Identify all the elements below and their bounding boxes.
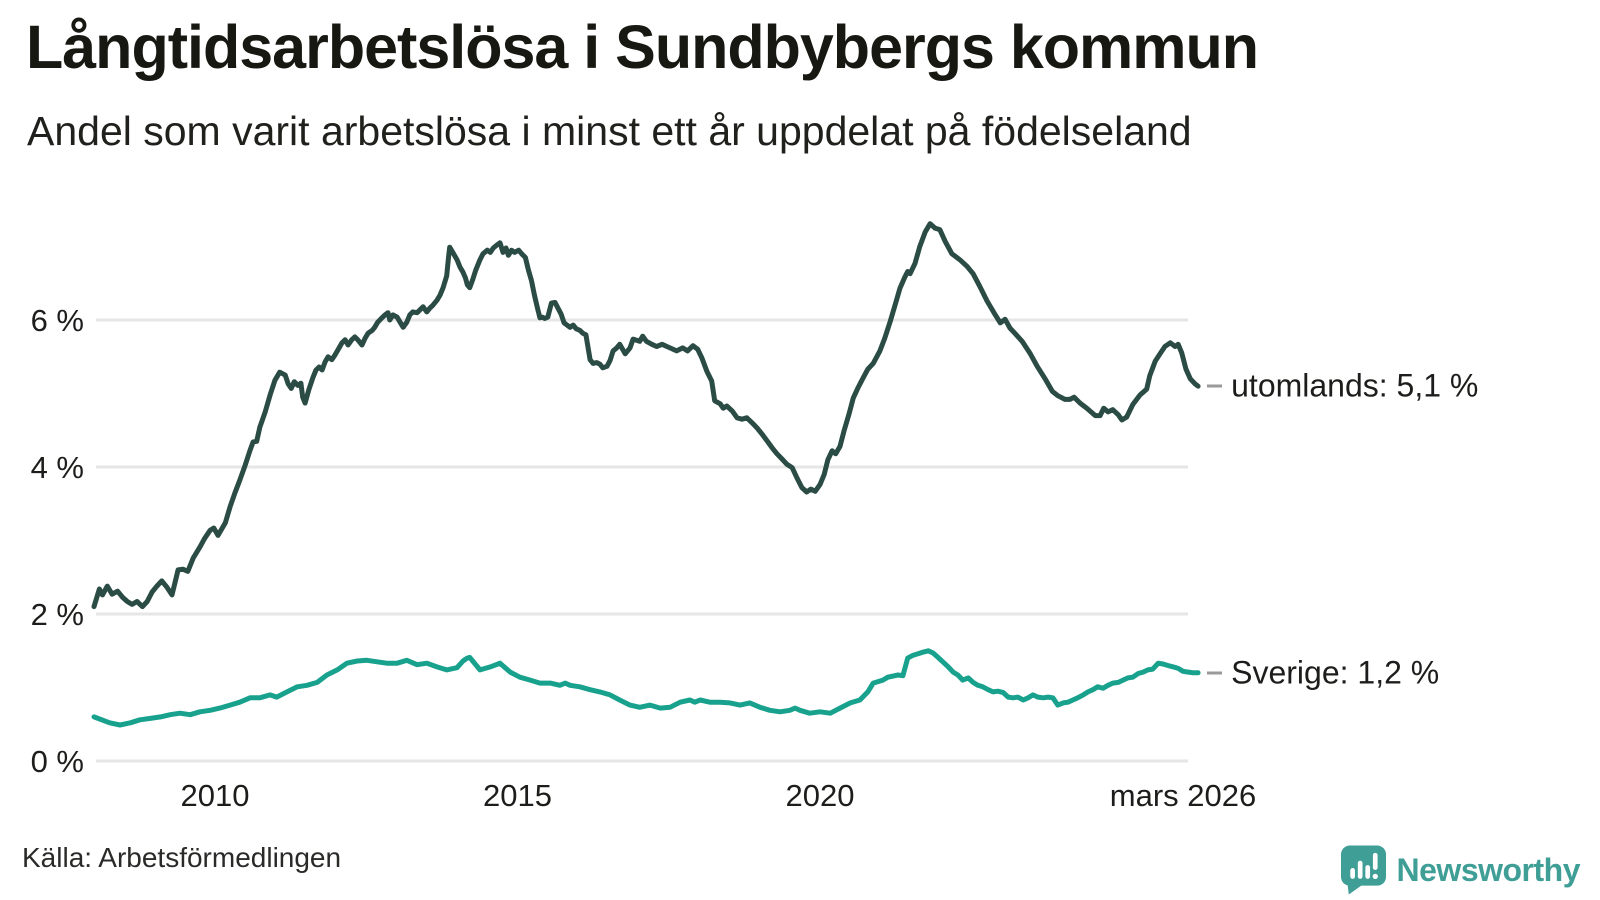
series-end-label-text: utomlands: 5,1 % [1231, 367, 1479, 404]
y-tick-label: 4 % [31, 450, 84, 485]
label-connector-dash [1207, 671, 1223, 675]
x-tick-label: 2020 [786, 778, 855, 813]
series-end-label-utomlands: utomlands: 5,1 % [1207, 368, 1478, 405]
x-tick-label: mars 2026 [1110, 778, 1256, 813]
y-tick-label: 6 % [31, 303, 84, 338]
label-connector-dash [1207, 384, 1223, 388]
y-tick-label: 2 % [31, 597, 84, 632]
series-line-Sverige [91, 648, 1201, 728]
chart-subtitle: Andel som varit arbetslösa i minst ett å… [27, 108, 1192, 154]
series-line-utomlands [91, 221, 1201, 610]
x-tick-label: 2015 [483, 778, 552, 813]
newsworthy-wordmark: Newsworthy [1396, 851, 1581, 888]
chart-title: Långtidsarbetslösa i Sundbybergs kommun [26, 13, 1259, 81]
series-end-label-sverige: Sverige: 1,2 % [1207, 654, 1439, 691]
x-tick-label: 2010 [181, 778, 250, 813]
source-attribution: Källa: Arbetsförmedlingen [22, 842, 342, 873]
y-tick-label: 0 % [31, 744, 84, 779]
newsworthy-speech-bubble-icon [1340, 845, 1386, 895]
series-end-label-text: Sverige: 1,2 % [1231, 654, 1440, 691]
newsworthy-logo[interactable]: Newsworthy [1340, 844, 1581, 896]
